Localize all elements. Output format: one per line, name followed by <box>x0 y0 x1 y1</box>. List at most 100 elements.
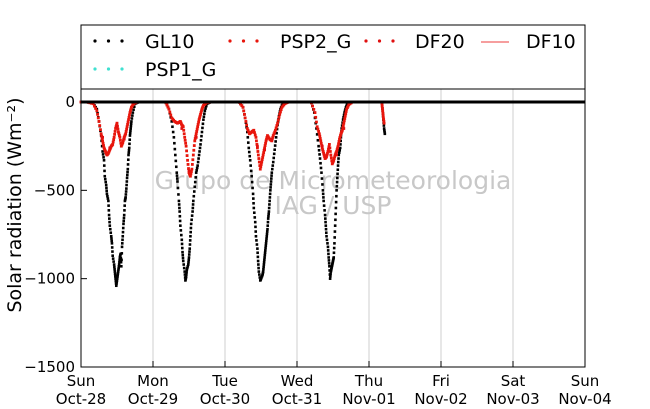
data-point <box>276 118 280 122</box>
data-point <box>270 137 274 141</box>
data-point <box>322 151 326 155</box>
data-point <box>271 160 275 164</box>
data-point <box>329 272 332 276</box>
data-point <box>184 144 188 148</box>
data-point <box>312 107 316 111</box>
data-point <box>117 265 121 268</box>
data-point <box>178 219 182 223</box>
data-point <box>188 243 192 246</box>
data-point <box>252 128 256 132</box>
data-point <box>325 153 329 157</box>
data-point <box>265 234 269 238</box>
data-point <box>102 159 106 162</box>
data-point <box>382 124 386 127</box>
data-point <box>275 131 278 135</box>
x-tick-label-date: Nov-03 <box>486 390 539 408</box>
data-point <box>274 140 277 143</box>
x-tick-label-day: Sat <box>501 372 526 390</box>
data-point <box>204 107 207 110</box>
data-point <box>327 252 330 256</box>
data-point <box>324 217 327 220</box>
data-point <box>192 199 195 203</box>
data-point <box>250 174 253 178</box>
data-point <box>337 142 340 146</box>
data-point <box>336 172 339 176</box>
data-point <box>262 263 266 266</box>
data-point <box>261 153 265 157</box>
data-point <box>267 212 270 216</box>
data-point <box>269 180 273 183</box>
data-point <box>127 151 131 154</box>
data-point <box>203 109 207 113</box>
data-point <box>191 203 195 206</box>
data-point <box>380 102 384 106</box>
data-point <box>115 277 119 280</box>
x-tick-label-date: Nov-04 <box>558 390 611 408</box>
data-point <box>113 270 117 273</box>
y-tick-label: −1000 <box>24 270 75 288</box>
data-point <box>93 104 96 108</box>
data-point <box>189 222 193 226</box>
data-point <box>320 177 324 180</box>
data-point <box>336 160 340 164</box>
data-point <box>259 163 263 166</box>
data-point <box>166 105 170 109</box>
data-point <box>382 118 386 122</box>
data-point <box>91 102 95 106</box>
data-point <box>196 122 200 126</box>
data-point <box>113 272 117 276</box>
data-point <box>116 275 119 279</box>
data-point <box>318 137 322 140</box>
data-point <box>97 120 101 123</box>
series-PSP2_G <box>79 100 386 178</box>
data-point <box>111 250 114 253</box>
data-point <box>319 161 322 165</box>
data-point <box>195 130 199 133</box>
data-point <box>192 148 196 152</box>
data-point <box>200 134 203 138</box>
data-point <box>121 226 125 230</box>
data-point <box>342 127 346 130</box>
data-point <box>264 139 268 143</box>
data-point <box>324 224 328 227</box>
data-point <box>316 127 320 131</box>
data-point <box>321 192 325 196</box>
data-point <box>194 132 198 136</box>
data-point <box>115 125 119 129</box>
data-point <box>252 211 256 215</box>
data-point <box>249 164 252 167</box>
data-point <box>257 266 260 270</box>
data-point <box>345 107 349 111</box>
data-point <box>108 220 111 224</box>
data-point <box>181 125 185 129</box>
data-point <box>114 277 117 280</box>
data-point <box>334 200 338 204</box>
data-point <box>129 107 133 111</box>
data-point <box>264 249 267 252</box>
data-point <box>196 164 199 167</box>
data-point <box>270 177 273 180</box>
data-point <box>342 121 346 125</box>
data-point <box>113 265 116 269</box>
data-point <box>122 219 126 223</box>
data-point <box>252 197 255 200</box>
data-point <box>248 154 252 158</box>
data-point <box>337 151 341 154</box>
data-point <box>262 260 266 264</box>
data-point <box>321 148 325 152</box>
data-point <box>114 275 117 278</box>
data-point <box>272 152 276 156</box>
data-point <box>328 265 331 268</box>
data-point <box>320 171 323 174</box>
data-point <box>267 214 270 218</box>
data-point <box>263 144 267 147</box>
data-point <box>276 121 279 125</box>
data-point <box>336 164 340 167</box>
data-point <box>191 158 195 162</box>
data-point <box>110 237 113 240</box>
data-point <box>113 130 117 133</box>
legend-entry-GL10: GL10 <box>93 31 195 53</box>
data-point <box>103 169 106 173</box>
legend-label: DF10 <box>526 31 576 53</box>
